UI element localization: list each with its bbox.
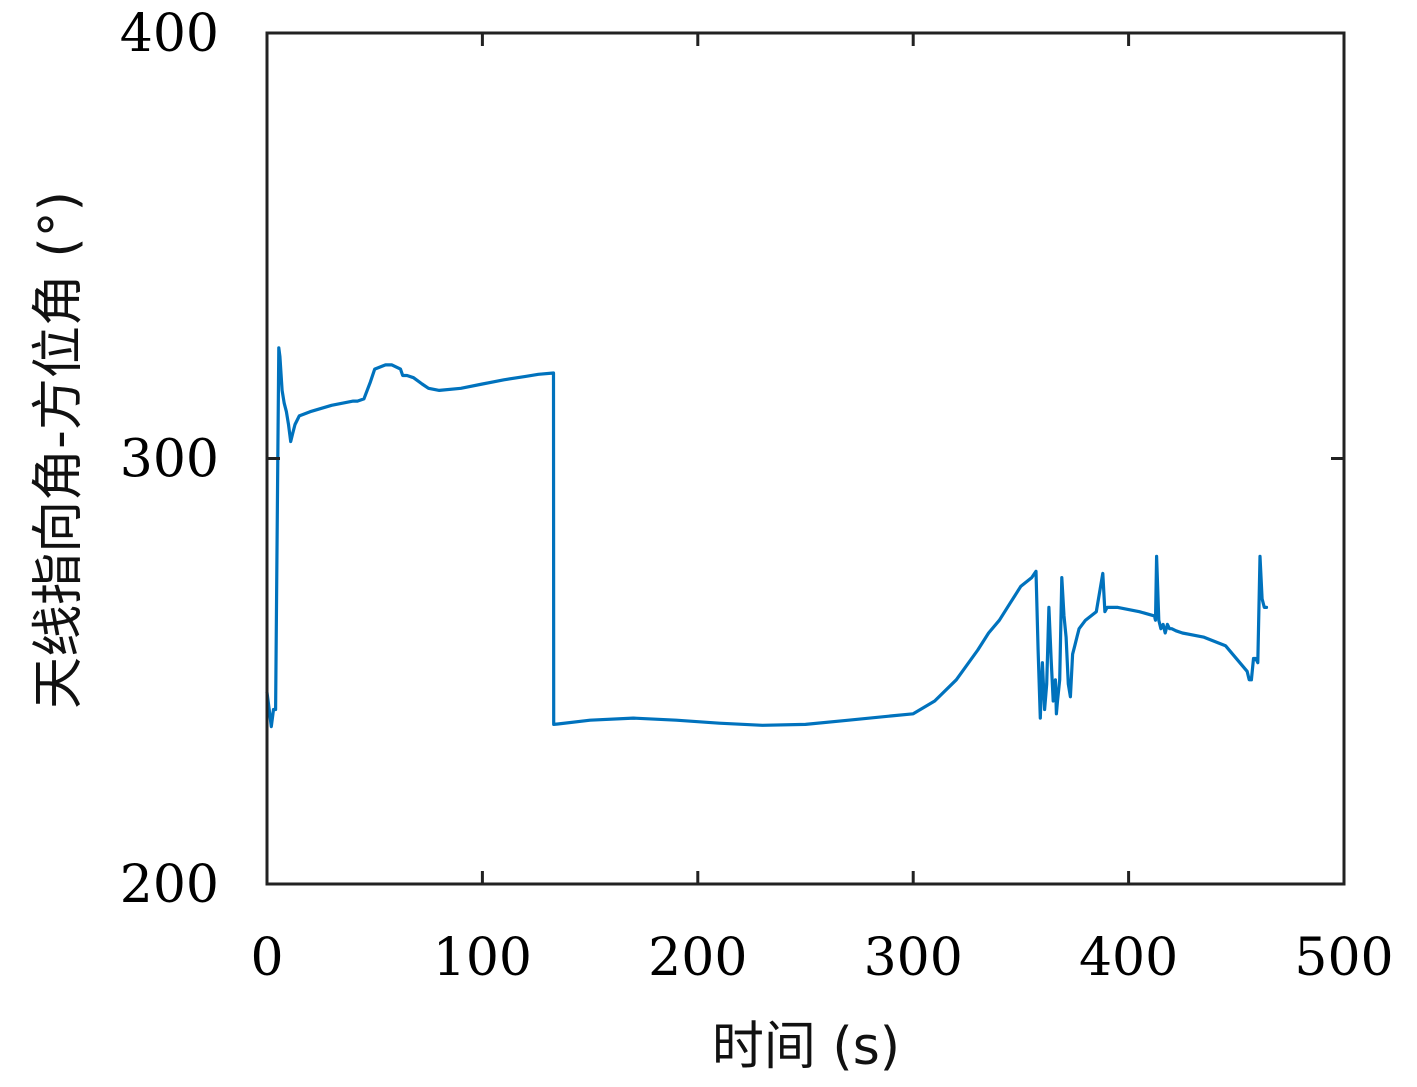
y-tick-label: 400: [120, 4, 219, 64]
series-layer: [265, 346, 1269, 729]
y-axis-title: 天线指向角-方位角 (°): [29, 191, 89, 709]
y-tick-labels: 200 300 400: [120, 4, 219, 915]
x-tick-label: 500: [1294, 928, 1393, 988]
x-tick-label: 400: [1079, 928, 1178, 988]
x-tick-labels: 0 100 200 300 400 500: [250, 928, 1393, 988]
x-tick-label: 100: [433, 928, 532, 988]
plot-frame: [265, 31, 1346, 886]
x-tick-label: 0: [250, 928, 283, 988]
series-line-0: [265, 346, 1269, 729]
x-tick-label: 300: [864, 928, 963, 988]
x-tick-label: 200: [648, 928, 747, 988]
y-tick-label: 200: [120, 855, 219, 915]
y-tick-label: 300: [120, 430, 219, 490]
x-axis-title: 时间 (s): [712, 1017, 900, 1077]
